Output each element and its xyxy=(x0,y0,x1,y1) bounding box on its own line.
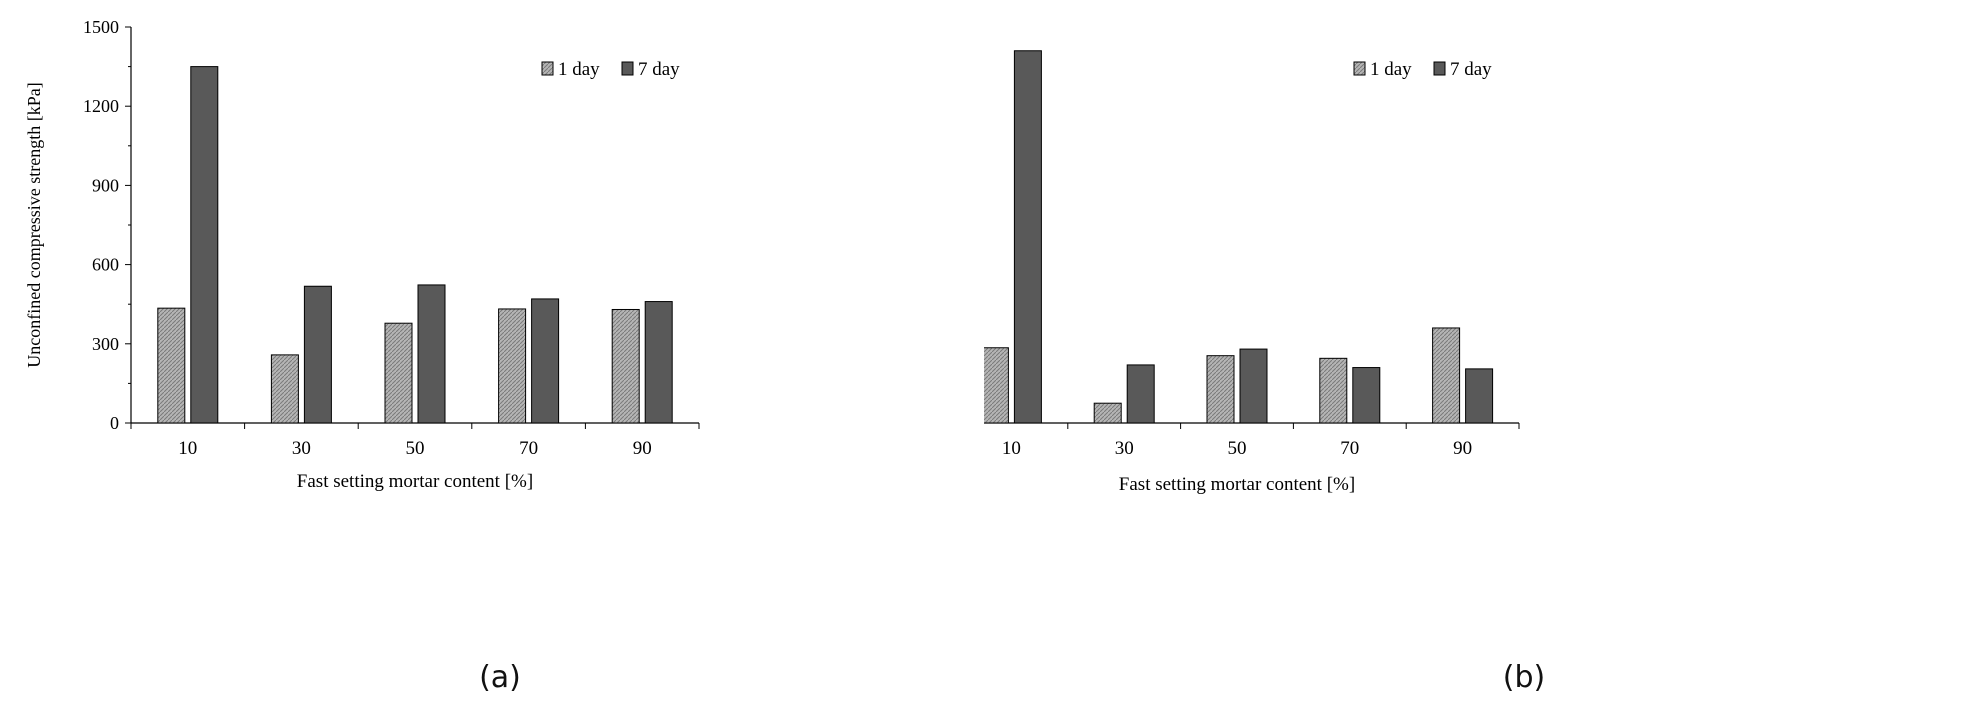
chart-b-canvas: 01002003001030507090Fast setting mortar … xyxy=(984,50,1520,495)
bar-7-day-50 xyxy=(1239,348,1268,424)
bar-1-day-30 xyxy=(1093,402,1122,424)
x-tick-label: 30 xyxy=(1115,438,1134,459)
x-axis-label: Fast setting mortar content [%] xyxy=(297,471,533,492)
caption-a: (a) xyxy=(479,660,521,695)
bar-1-day-90 xyxy=(1432,327,1461,424)
bar-1-day-50 xyxy=(1206,355,1235,424)
legend-label-7-day: 7 day xyxy=(638,59,680,80)
bar-7-day-30 xyxy=(1126,364,1155,424)
legend-swatch-1-day xyxy=(1353,61,1366,76)
x-tick-label: 10 xyxy=(178,438,197,459)
bar-7-day-50 xyxy=(417,284,446,424)
bar-7-day-70 xyxy=(1352,367,1381,424)
bar-1-day-10 xyxy=(157,307,186,424)
y-tick-label: 0 xyxy=(110,413,119,433)
caption-b: (b) xyxy=(1502,660,1546,695)
bar-1-day-50 xyxy=(384,322,413,424)
x-tick-label: 70 xyxy=(519,438,538,459)
chart-panel-a: 0 300 600 900 1200 1500 10 30 50 70 90 Fast setting… xyxy=(24,17,700,695)
bar-1-day-90 xyxy=(611,308,640,424)
legend-swatch-7-day xyxy=(621,61,634,76)
y-tick-label: 1500 xyxy=(83,17,119,37)
x-tick-label: 30 xyxy=(292,438,311,459)
bar-7-day-30 xyxy=(303,285,332,424)
bar-7-day-90 xyxy=(644,301,673,424)
y-tick-label: 600 xyxy=(92,255,119,275)
bar-1-day-70 xyxy=(498,308,527,424)
legend-label-1-day: 1 day xyxy=(558,59,600,80)
y-tick-label: 300 xyxy=(92,334,119,354)
y-tick-label: 1200 xyxy=(83,96,119,116)
chart-a-canvas: 0 300 600 900 1200 1500 10 30 50 70 90 Fast setting… xyxy=(24,17,700,492)
bar-1-day-30 xyxy=(270,354,299,424)
bar-7-day-70 xyxy=(531,298,560,424)
x-tick-label: 10 xyxy=(1002,438,1021,459)
x-tick-label: 50 xyxy=(406,438,425,459)
bar-7-day-10 xyxy=(1013,50,1042,424)
bar-7-day-10 xyxy=(190,66,219,424)
chart-panel-b: 01002003001030507090Fast setting mortar … xyxy=(984,0,1968,716)
y-tick-label: 900 xyxy=(92,175,119,195)
bar-1-day-10 xyxy=(984,347,1009,424)
legend-swatch-1-day xyxy=(541,61,554,76)
x-tick-label: 90 xyxy=(1453,438,1472,459)
legend-label-1-day: 1 day xyxy=(1370,59,1412,80)
legend-swatch-7-day xyxy=(1433,61,1446,76)
bar-7-day-90 xyxy=(1465,368,1494,424)
x-tick-label: 70 xyxy=(1340,438,1359,459)
y-axis-label: Unconfined compressive strength [kPa] xyxy=(24,82,44,367)
x-tick-label: 90 xyxy=(633,438,652,459)
x-axis-label: Fast setting mortar content [%] xyxy=(1119,474,1355,495)
x-tick-label: 50 xyxy=(1228,438,1247,459)
legend-label-7-day: 7 day xyxy=(1450,59,1492,80)
bar-1-day-70 xyxy=(1319,357,1348,424)
